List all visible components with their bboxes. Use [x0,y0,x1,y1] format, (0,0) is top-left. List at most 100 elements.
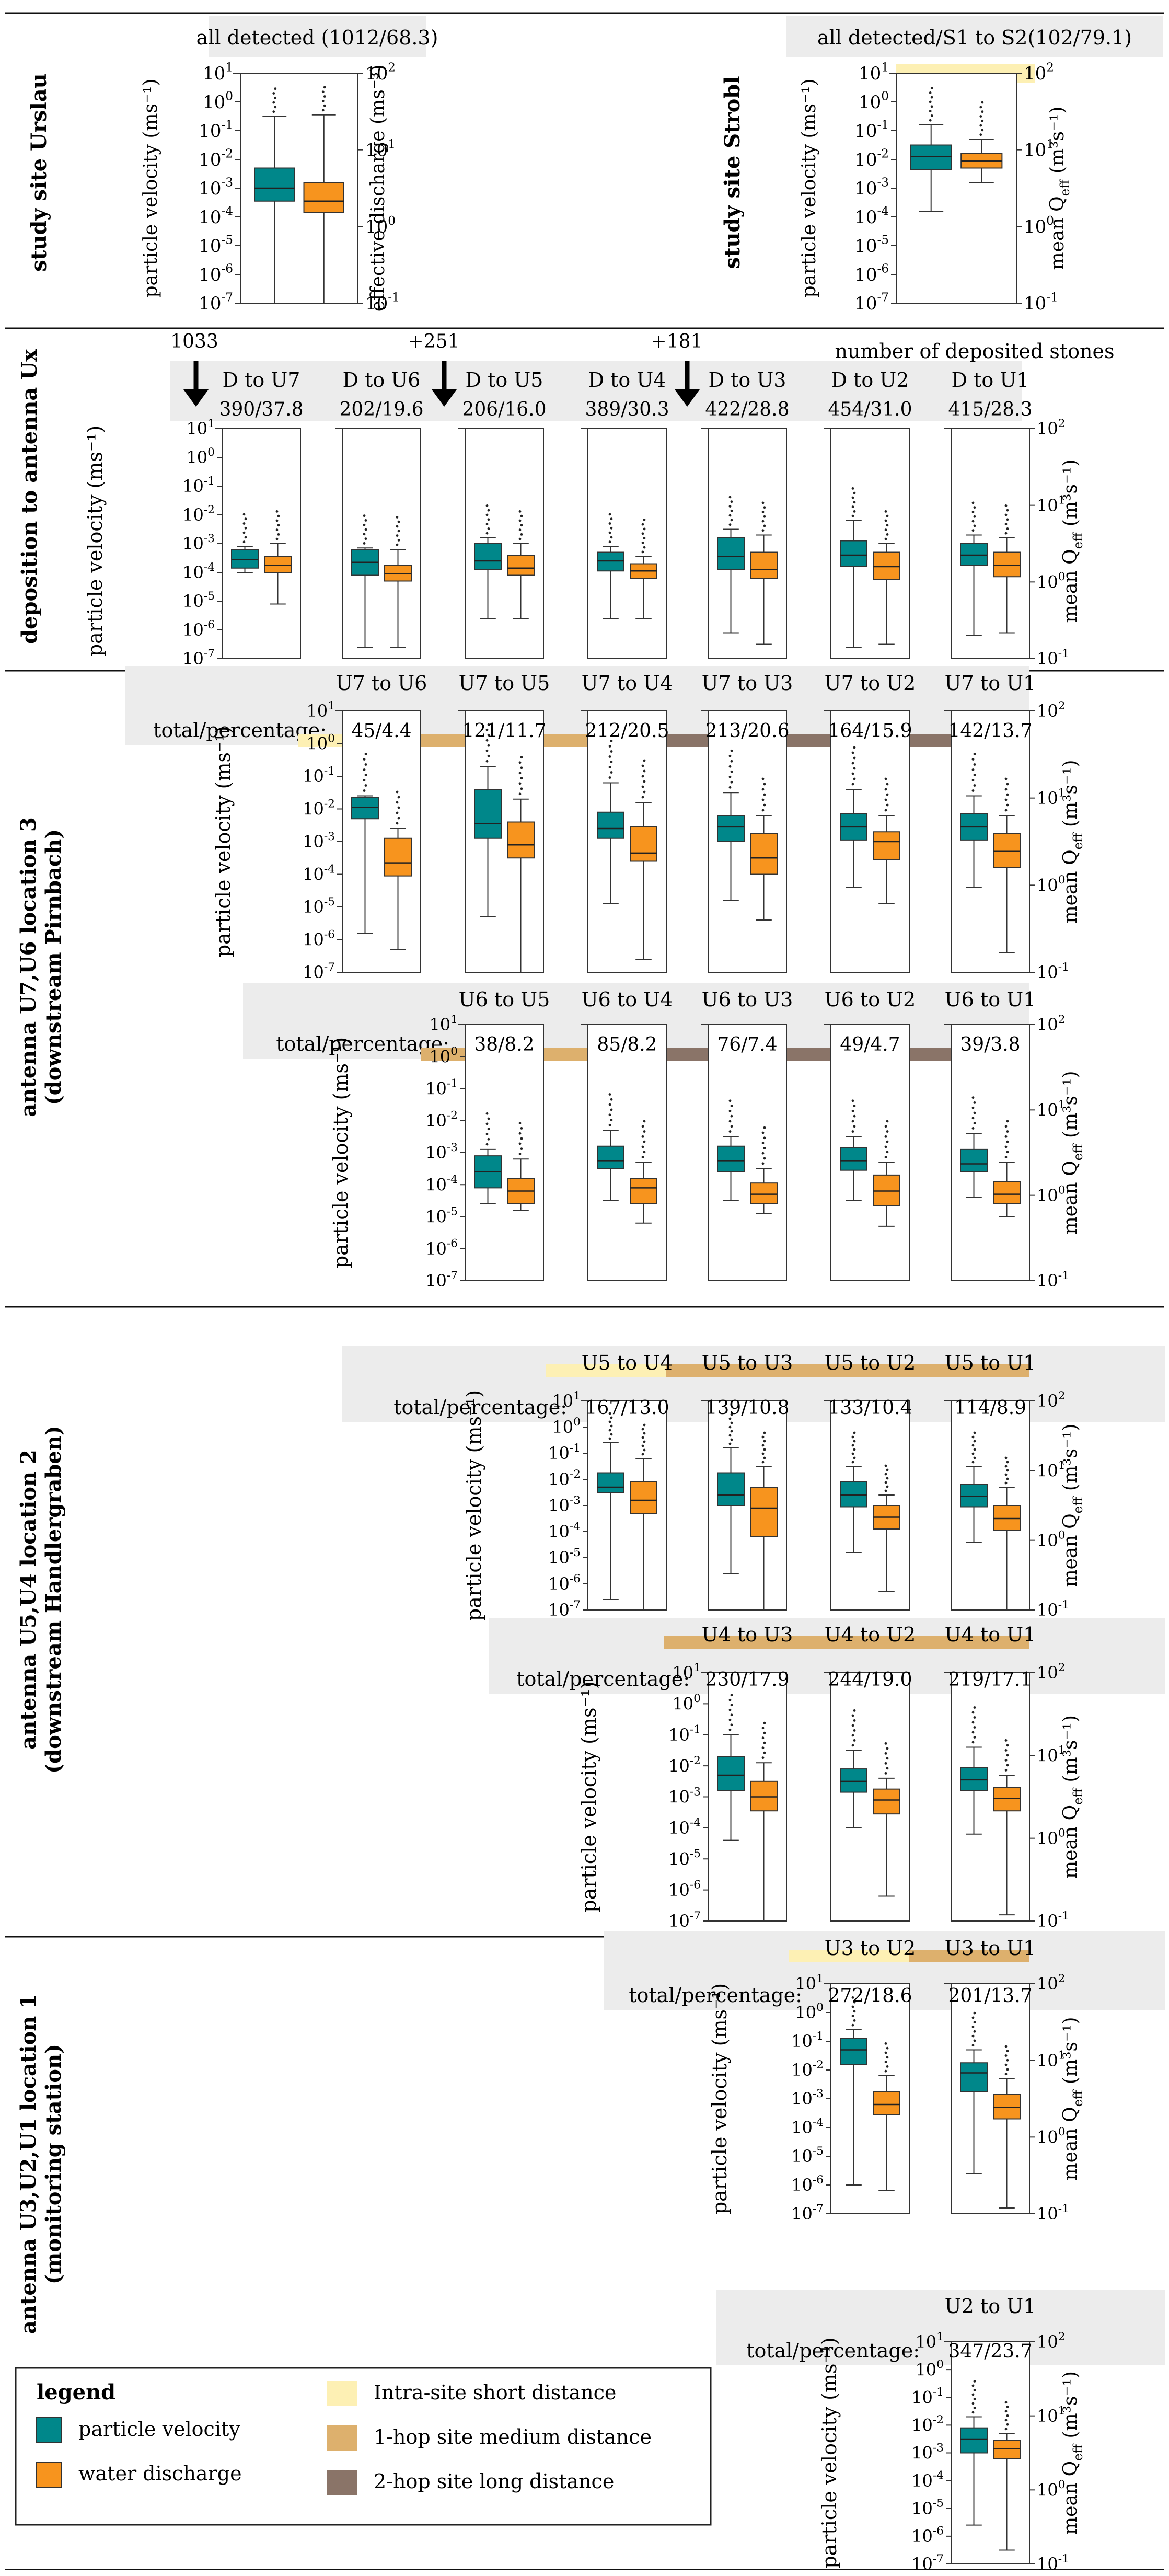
velocity-outlier [730,749,733,752]
velocity-outlier [853,501,856,504]
velocity-outlier [487,518,490,521]
velocity-outlier [487,509,490,512]
discharge-outlier [761,1756,765,1760]
discharge-outlier [1006,1477,1009,1480]
velocity-outlier [610,1098,613,1101]
discharge-outlier [643,537,646,539]
y2-tick-label: 102 [1037,1013,1066,1034]
discharge-outlier [1006,2414,1009,2417]
discharge-outlier [884,1156,887,1158]
total-label: total/percentage: [746,2339,920,2362]
legend: legend particle velocity water discharge In… [15,2367,712,2526]
velocity-outlier [851,2023,854,2027]
chart-title: U6 to U1 [945,988,1036,1011]
discharge-outlier [1004,809,1008,812]
boxplot-dU6 [335,428,421,659]
distance-band-medium [909,1364,1029,1377]
velocity-outlier [487,1117,490,1120]
y-tick-label: 100 [552,1416,581,1437]
legend-item-discharge: water discharge [36,2462,242,2488]
velocity-outlier [730,780,733,784]
discharge-outlier [886,2065,889,2068]
y-tick-label: 10-1 [668,1723,701,1745]
velocity-outlier [608,531,611,534]
velocity-outlier [971,2411,975,2414]
velocity-outlier [971,1452,975,1455]
discharge-outlier [886,803,889,807]
velocity-box [840,2038,867,2065]
legend-box [15,2367,712,2526]
y-tick-label: 101 [429,1013,458,1034]
discharge-outlier [884,2042,887,2045]
discharge-outlier [641,1156,644,1158]
discharge-outlier [641,796,644,799]
discharge-box [873,831,900,860]
discharge-outlier [518,772,522,775]
y-tick-label: 10-7 [182,647,215,669]
chart-stat: 139/10.8 [705,1397,790,1419]
discharge-outlier [277,524,280,527]
discharge-outlier [396,822,399,825]
right-axis [1029,1983,1035,2214]
discharge-outlier [884,1481,887,1484]
plot-frame [896,73,1017,304]
discharge-outlier [1006,1151,1009,1154]
discharge-outlier [1006,1754,1009,1757]
discharge-outlier [641,550,644,554]
velocity-outlier [853,746,856,749]
discharge-outlier [886,2056,889,2059]
discharge-outlier [643,527,646,531]
y2-tick-label: 101 [1024,137,1054,160]
discharge-outlier [763,793,766,796]
velocity-box [717,1756,745,1791]
y2-axis-label: mean Qeff (m³s⁻¹) [1060,1424,1085,1588]
right-axis [1029,1024,1035,1281]
discharge-box [993,2094,1021,2120]
velocity-outlier [730,509,733,512]
discharge-outlier [396,790,399,794]
y-tick-label: 10-5 [854,234,889,257]
chart-title: U6 to U4 [582,988,673,1011]
velocity-outlier [610,526,613,530]
discharge-outlier [397,796,400,799]
velocity-outlier [973,774,976,776]
y-tick-label: 10-3 [668,1785,701,1807]
velocity-outlier [364,537,367,540]
chart-title: U2 to U1 [945,2295,1036,2318]
left-axis [217,428,222,659]
left-axis [891,73,896,304]
discharge-outlier [397,520,400,523]
discharge-outlier [643,546,646,549]
velocity-outlier [973,1440,976,1443]
velocity-box [717,815,745,842]
y-tick-label: 100 [859,90,889,113]
distance-band-medium [909,1950,1029,1962]
y-axis-label: particle velocity (ms⁻¹) [212,726,235,957]
y2-axis-label: mean Qeff (m³s⁻¹) [1060,1071,1085,1235]
velocity-outlier [851,2015,854,2018]
discharge-outlier [275,519,279,522]
down-arrow-head [183,389,209,407]
chart-stat: 201/13.7 [948,1985,1033,2007]
velocity-outlier [730,1430,733,1433]
legend-label: 1-hop site medium distance [374,2425,652,2448]
discharge-outlier [886,1757,889,1760]
velocity-box [231,549,259,569]
plot-frame [708,1024,787,1281]
down-arrow-head [432,389,457,407]
discharge-outlier [641,775,644,778]
y2-tick-label: 102 [1037,699,1066,721]
y2-axis-label: effective discharge (ms⁻³) [367,65,389,312]
chart-stat: 454/31.0 [828,399,912,420]
right-axis [1029,1672,1035,1922]
velocity-outlier [730,1105,733,1107]
velocity-outlier [728,1718,732,1721]
velocity-outlier [853,2010,856,2013]
y2-tick-label: 10-1 [1037,2552,1069,2574]
velocity-outlier [244,526,247,530]
y2-tick-label: 102 [1037,1972,1066,1994]
velocity-outlier [851,1734,854,1737]
velocity-box [960,1148,988,1172]
discharge-outlier [763,803,766,807]
left-axis [235,73,240,304]
